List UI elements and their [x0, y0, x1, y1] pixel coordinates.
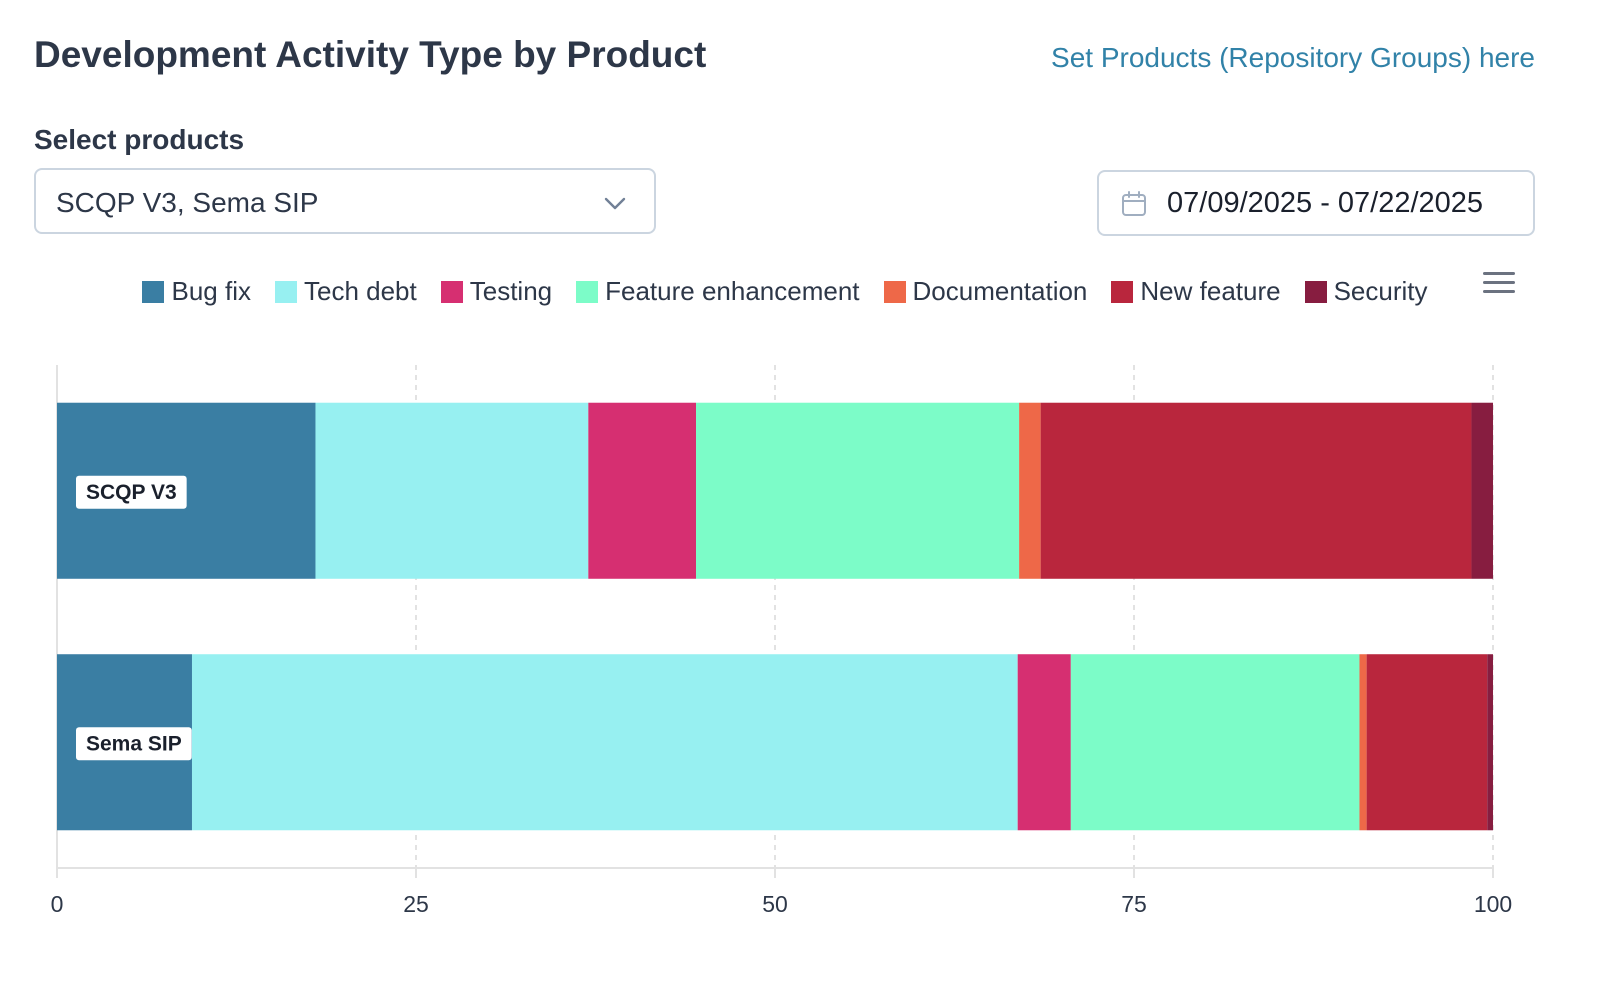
bar-segment — [696, 402, 1020, 579]
category-label-bg — [76, 727, 192, 761]
legend-swatch — [576, 280, 599, 303]
category-label: SCQP V3 — [76, 475, 187, 509]
legend-item[interactable]: Security — [1304, 276, 1428, 307]
stacked-bar-chart: 0 25 50 75 100 SCQP V3 Sema SIP — [51, 365, 1512, 917]
bar-segment — [1017, 654, 1071, 831]
x-tick-label: 0 — [51, 891, 64, 917]
product-select-value: SCQP V3, Sema SIP — [56, 187, 319, 218]
legend-label: New feature — [1140, 276, 1281, 306]
bar-segment — [1070, 654, 1360, 831]
legend-item[interactable]: Bug fix — [142, 276, 251, 307]
legend-item[interactable]: Feature enhancement — [576, 276, 860, 307]
chart-menu-icon[interactable] — [1483, 270, 1517, 296]
bar-segment — [588, 402, 697, 579]
date-range-picker[interactable]: 07/09/2025 - 07/22/2025 — [1097, 170, 1535, 236]
category-label-bg — [76, 475, 187, 509]
chevron-down-icon — [604, 197, 626, 210]
bar-segment — [191, 654, 1018, 831]
bar-segment — [1487, 654, 1493, 831]
set-products-link[interactable]: Set Products (Repository Groups) here — [1051, 42, 1535, 73]
bar-segment — [315, 402, 589, 579]
bar-segment — [1040, 402, 1472, 579]
legend-label: Security — [1333, 276, 1428, 306]
legend-item[interactable]: Testing — [440, 276, 553, 307]
category-label: Sema SIP — [76, 727, 192, 761]
bar-segment — [1366, 654, 1488, 831]
product-select[interactable]: SCQP V3, Sema SIP — [34, 168, 656, 234]
legend-label: Testing — [469, 276, 553, 306]
page-title: Development Activity Type by Product — [34, 34, 707, 75]
legend-swatch — [883, 280, 906, 303]
x-tick-label: 50 — [762, 891, 788, 917]
bar-segment — [1471, 402, 1493, 579]
legend-item[interactable]: New feature — [1111, 276, 1281, 307]
x-tick-label: 25 — [403, 891, 429, 917]
chart-legend: Bug fix Tech debt Testing Feature enhanceme… — [0, 276, 1570, 307]
x-tick-label: 75 — [1121, 891, 1147, 917]
legend-swatch — [1111, 280, 1134, 303]
legend-label: Documentation — [912, 276, 1088, 306]
legend-label: Feature enhancement — [605, 276, 860, 306]
calendar-icon — [1122, 191, 1146, 216]
bar-segment — [1019, 402, 1041, 579]
legend-label: Tech debt — [303, 276, 417, 306]
bar-segment — [1359, 654, 1367, 831]
category-label-text: Sema SIP — [86, 732, 182, 755]
x-tick-label: 100 — [1474, 891, 1512, 917]
legend-swatch — [274, 280, 297, 303]
legend-item[interactable]: Documentation — [883, 276, 1088, 307]
legend-swatch — [440, 280, 463, 303]
select-products-label: Select products — [34, 124, 245, 155]
date-range-value: 07/09/2025 - 07/22/2025 — [1167, 187, 1484, 219]
legend-item[interactable]: Tech debt — [274, 276, 417, 307]
legend-label: Bug fix — [171, 276, 251, 306]
category-label-text: SCQP V3 — [86, 481, 177, 504]
legend-swatch — [1304, 280, 1327, 303]
legend-swatch — [142, 280, 165, 303]
